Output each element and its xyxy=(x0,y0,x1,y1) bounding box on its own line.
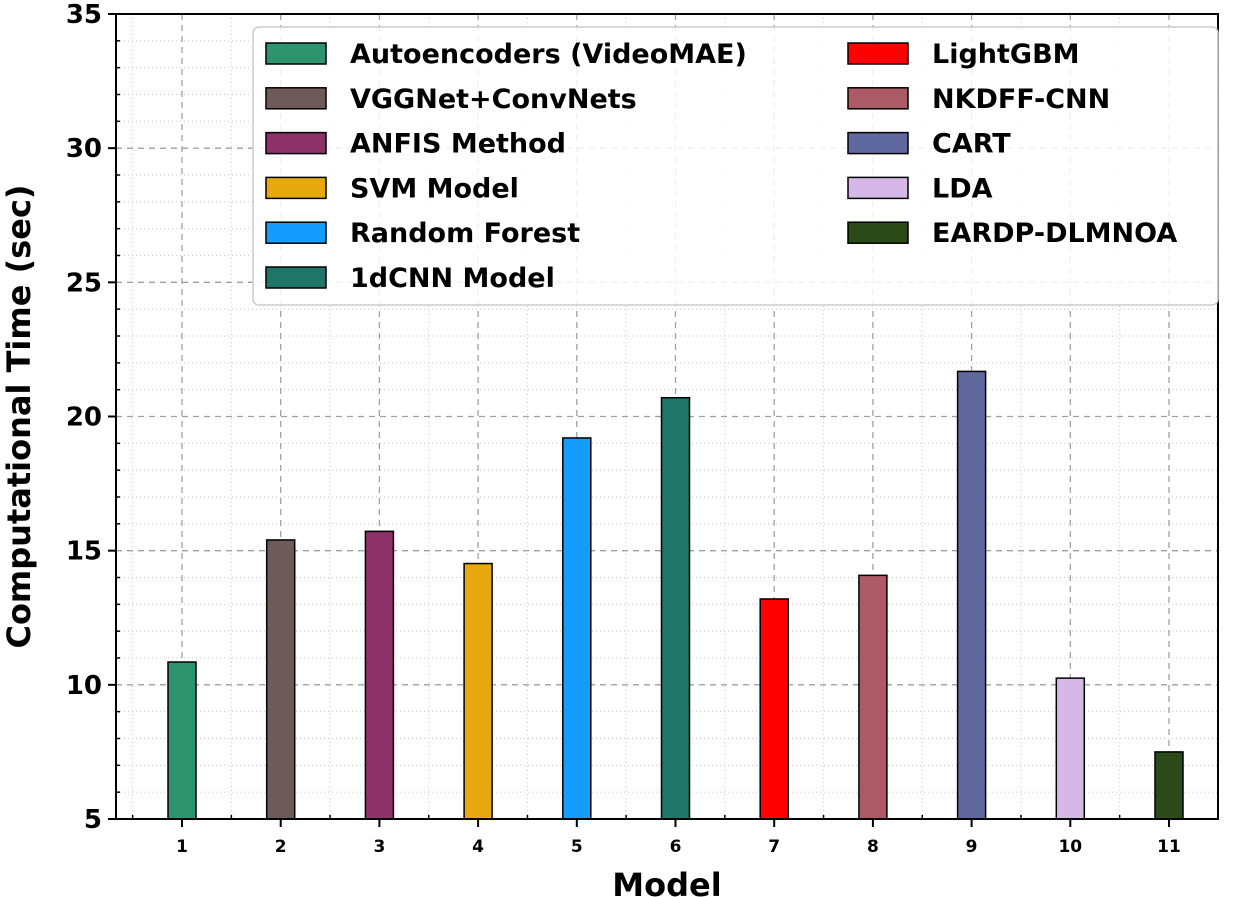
x-tick-label: 10 xyxy=(1058,837,1082,857)
bar-5 xyxy=(562,437,592,820)
legend-item: VGGNet+ConvNets xyxy=(265,84,637,115)
x-tick-label: 8 xyxy=(867,837,879,857)
x-tick-label: 5 xyxy=(571,837,583,857)
legend-swatch xyxy=(265,131,327,155)
axis-ticks: 5 10 15 20 25 30 35 1 2 3 4 5 6 7 8 9 10 11 xyxy=(66,0,1181,857)
legend-box xyxy=(252,26,1219,306)
legend-item: LightGBM xyxy=(847,39,1080,70)
legend-label: EARDP-DLMNOA xyxy=(932,218,1177,249)
legend-item: NKDFF-CNN xyxy=(847,84,1110,115)
bar-6 xyxy=(660,396,691,820)
x-tick-label: 6 xyxy=(670,837,682,857)
legend-label: Autoencoders (VideoMAE) xyxy=(350,39,747,70)
x-tick-label: 7 xyxy=(768,837,780,857)
legend-item: SVM Model xyxy=(265,173,519,204)
x-axis-label: Model xyxy=(612,866,721,897)
legend-swatch xyxy=(847,42,909,65)
bar-4 xyxy=(463,562,493,820)
bar-2 xyxy=(265,539,296,820)
y-tick-label: 20 xyxy=(66,403,102,433)
x-tick-label: 9 xyxy=(966,837,978,857)
legend-label: LDA xyxy=(932,173,993,204)
y-axis-label: Computational Time (sec) xyxy=(0,184,38,648)
legend-swatch xyxy=(265,87,327,110)
legend-label: VGGNet+ConvNets xyxy=(350,84,637,115)
legend-label: NKDFF-CNN xyxy=(932,84,1110,115)
bar-11 xyxy=(1154,751,1184,820)
legend-item: ANFIS Method xyxy=(265,129,566,160)
legend-label: CART xyxy=(932,129,1011,160)
x-tick-label: 3 xyxy=(373,837,385,857)
legend: Autoencoders (VideoMAE) VGGNet+ConvNets AN… xyxy=(252,26,1219,306)
legend-swatch xyxy=(265,221,327,244)
legend-item: LDA xyxy=(847,173,993,204)
legend-item: EARDP-DLMNOA xyxy=(847,218,1177,249)
y-tick-label: 25 xyxy=(66,268,102,298)
y-tick-label: 35 xyxy=(66,0,102,30)
y-tick-label: 30 xyxy=(66,134,102,164)
x-tick-label: 4 xyxy=(472,837,484,857)
legend-label: LightGBM xyxy=(932,39,1080,70)
bar-3 xyxy=(364,530,395,820)
x-tick-label: 1 xyxy=(176,837,188,857)
legend-item: Random Forest xyxy=(265,218,580,249)
legend-item: 1dCNN Model xyxy=(265,263,555,294)
legend-item: CART xyxy=(847,129,1011,160)
legend-swatch xyxy=(265,266,327,289)
legend-swatch xyxy=(265,176,327,200)
bars xyxy=(167,370,1184,820)
legend-label: SVM Model xyxy=(350,173,519,204)
bar-1 xyxy=(167,661,197,820)
bar-7 xyxy=(759,598,789,820)
legend-label: 1dCNN Model xyxy=(350,263,555,294)
legend-swatch xyxy=(847,221,909,244)
bar-9 xyxy=(956,370,987,820)
y-tick-label: 5 xyxy=(84,805,102,835)
legend-swatch xyxy=(847,87,909,110)
legend-label: Random Forest xyxy=(350,218,580,249)
bar-10 xyxy=(1055,677,1086,820)
legend-swatch xyxy=(847,176,909,200)
legend-label: ANFIS Method xyxy=(350,129,566,160)
legend-item: Autoencoders (VideoMAE) xyxy=(265,39,747,70)
x-tick-label: 11 xyxy=(1157,837,1181,857)
x-tick-label: 2 xyxy=(275,837,287,857)
y-tick-label: 10 xyxy=(66,671,102,701)
y-tick-label: 15 xyxy=(66,537,102,567)
bar-8 xyxy=(858,574,888,820)
legend-swatch xyxy=(847,131,909,155)
legend-swatch xyxy=(265,42,327,65)
